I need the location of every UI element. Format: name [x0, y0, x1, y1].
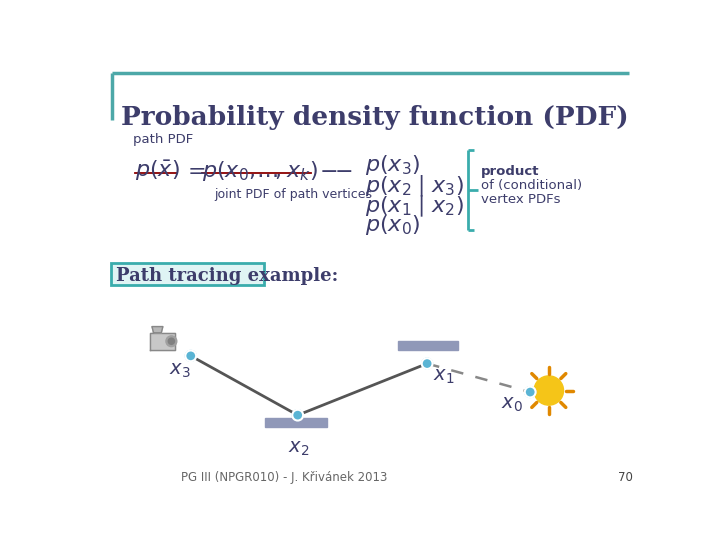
Text: product: product [481, 165, 539, 178]
Text: vertex PDFs: vertex PDFs [481, 193, 560, 206]
Text: $p(x_0)$: $p(x_0)$ [365, 213, 420, 238]
Text: $p(x_1 \mid x_2)$: $p(x_1 \mid x_2)$ [365, 193, 464, 219]
Circle shape [292, 410, 303, 421]
Circle shape [525, 387, 536, 397]
Circle shape [168, 338, 174, 345]
FancyBboxPatch shape [111, 264, 264, 285]
Text: PG III (NPGR010) - J. Křivánek 2013: PG III (NPGR010) - J. Křivánek 2013 [181, 470, 387, 484]
Text: $=$: $=$ [183, 159, 206, 181]
Text: joint PDF of path vertices: joint PDF of path vertices [214, 188, 372, 201]
Bar [265, 418, 327, 428]
Text: $x_2$: $x_2$ [289, 440, 310, 458]
Text: path PDF: path PDF [132, 132, 193, 146]
Circle shape [185, 350, 196, 361]
Text: $x_0$: $x_0$ [500, 396, 523, 414]
Text: $x_3$: $x_3$ [169, 362, 191, 380]
Polygon shape [152, 327, 163, 333]
Text: $p(x_0,\!\ldots\!,x_k)$: $p(x_0,\!\ldots\!,x_k)$ [202, 159, 318, 183]
Text: $p(x_3)$: $p(x_3)$ [365, 153, 420, 177]
Text: of (conditional): of (conditional) [481, 179, 582, 192]
Text: $-\!\!-$: $-\!\!-$ [319, 159, 353, 181]
Text: 70: 70 [618, 470, 632, 484]
Circle shape [534, 376, 564, 405]
Bar [397, 341, 458, 350]
Text: Probability density function (PDF): Probability density function (PDF) [121, 105, 629, 130]
Circle shape [166, 336, 177, 347]
Text: $x_1$: $x_1$ [433, 367, 455, 386]
Text: Path tracing example:: Path tracing example: [117, 267, 338, 285]
Text: $p(\bar{x})$: $p(\bar{x})$ [135, 159, 180, 183]
Circle shape [422, 358, 433, 369]
Polygon shape [150, 333, 175, 350]
Text: $p(x_2 \mid x_3)$: $p(x_2 \mid x_3)$ [365, 173, 464, 199]
